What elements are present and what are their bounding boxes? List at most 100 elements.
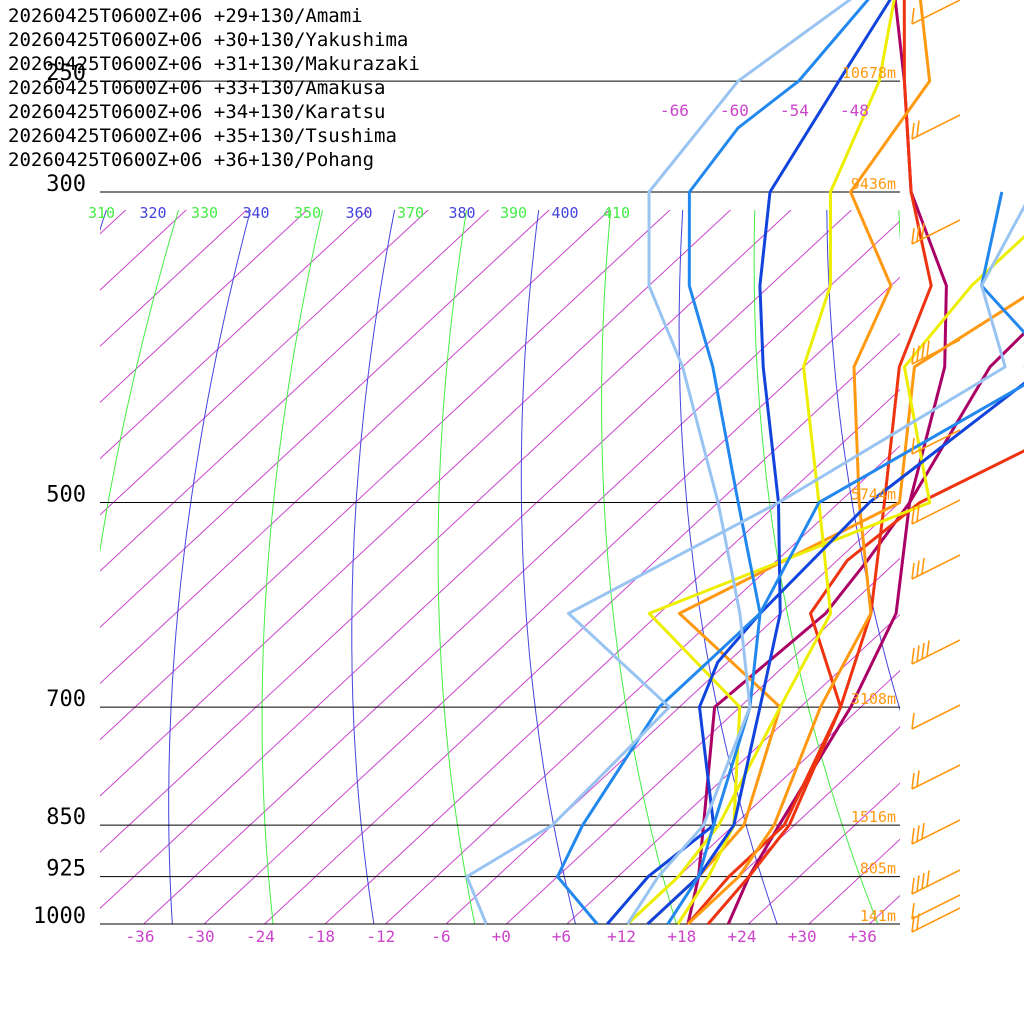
wind-barb [911,219,961,245]
isotherm-line [790,210,792,211]
wind-barbs [911,0,961,933]
wind-barb-staff [911,639,961,665]
dry-adiabat-line [826,210,900,712]
height-label: 1516m [851,808,896,826]
theta-label: 360 [346,204,373,222]
pressure-label: 700 [46,687,86,712]
isotherm-line [627,670,900,924]
wind-barb-flag [926,870,930,887]
dewpoint-line-pohang [465,203,1024,925]
temperature-line-yakushima [706,0,933,925]
isotherm-top-label: -66 [660,101,689,120]
isotherm-line [203,276,900,924]
theta-label: 330 [191,204,218,222]
wind-barb-staff [911,554,961,580]
dry-adiabat-line [437,210,476,924]
dry-adiabat-line [971,210,1024,924]
wind-barb [911,339,961,365]
theta-label: 390 [500,204,527,222]
wind-barb-flag [921,642,925,660]
wind-barb-staff [911,819,961,845]
wind-barb-staff [911,219,961,245]
dry-adiabat-line [168,210,251,924]
isotherm-line [100,210,490,572]
wind-barb-staff [911,339,961,365]
isotherm-line [385,445,900,924]
wind-barb-staff [911,869,961,895]
wind-barb [911,639,961,665]
wind-barb-flag [911,712,915,730]
x-tick-label: +12 [607,927,636,946]
wind-barb-flag [916,913,920,930]
dry-adiabat-line [100,210,179,553]
dewpoint-line-makurazaki [646,295,1024,926]
theta-label: 410 [603,204,630,222]
theta-label: 370 [397,204,424,222]
dewpoint-line-yakushima [686,366,1024,925]
height-label: 9436m [851,175,896,193]
dewpoint-line-karatsu [606,381,1024,925]
temperature-line-pohang [626,0,852,925]
x-tick-label: -24 [246,927,275,946]
wind-barb-flag [911,915,915,933]
isotherm-line [100,210,429,516]
wind-barb-flag [911,562,915,580]
wind-barb-flag [911,7,915,25]
wind-barb-flag [911,507,915,525]
isotherm-line [264,332,900,924]
temperature-line-makurazaki [686,0,932,926]
background-grid [100,210,1024,924]
wind-barb-flag [911,647,915,665]
wind-barb-flag [926,340,930,357]
pressure-label: 850 [46,805,86,830]
wind-barb [911,704,961,730]
dry-adiabat-line [601,210,677,924]
wind-barb-staff [911,764,961,790]
wind-barb-flag [916,225,920,242]
height-label: 141m [860,907,896,925]
height-label: 10678m [842,64,896,82]
isotherm-line [100,210,732,797]
isotherm-line [506,557,900,924]
temperature-line-amami [726,0,948,925]
isotherm-line [324,388,900,924]
x-tick-label: +30 [788,927,817,946]
dewpoint-line-amami [686,331,1024,925]
chart-legend: 20260425T0600Z+06 +29+130/Amami 20260425… [8,4,420,172]
x-tick-label: +24 [728,927,757,946]
x-tick-label: +6 [552,927,571,946]
isotherm-line [445,501,900,924]
isotherm-line [100,210,127,235]
isotherm-line [367,210,369,211]
legend-entry-amami: 20260425T0600Z+06 +29+130/Amami [8,5,363,27]
wind-barb-flag [911,227,915,245]
legend-entry-yakushima: 20260425T0600Z+06 +30+130/Yakushima [8,29,409,51]
pressure-label: 500 [46,483,86,508]
isotherm-line [566,613,900,924]
isobar-lines [100,80,900,925]
x-tick-label: +18 [667,927,696,946]
wind-barb-flag [921,342,925,360]
wind-barb [911,764,961,790]
dry-adiabat-line [678,210,778,924]
theta-label: 350 [294,204,321,222]
wind-barb-flag [921,557,925,575]
axis-labels: 10016422m15013932m20012127m25010678m3009… [33,61,896,946]
dewpoint-line-amakusa [647,234,1024,925]
wind-barb-flag [911,877,915,895]
theta-label: 320 [140,204,167,222]
wind-barb-staff [911,114,961,140]
dry-adiabat-line [351,210,396,924]
temperature-line-karatsu [646,0,892,926]
wind-barb-staff [911,704,961,730]
temperature-line-amakusa [626,0,896,926]
wind-barb [911,907,961,933]
wind-barb-flag [911,437,915,455]
isotherm-top-label: -60 [720,101,749,120]
x-tick-label: -18 [306,927,335,946]
wind-barb-flag [916,560,920,577]
wind-barb-flag [911,347,915,365]
wind-barb-flag [916,345,920,362]
wind-barb [911,554,961,580]
wind-barb-flag [921,222,925,240]
